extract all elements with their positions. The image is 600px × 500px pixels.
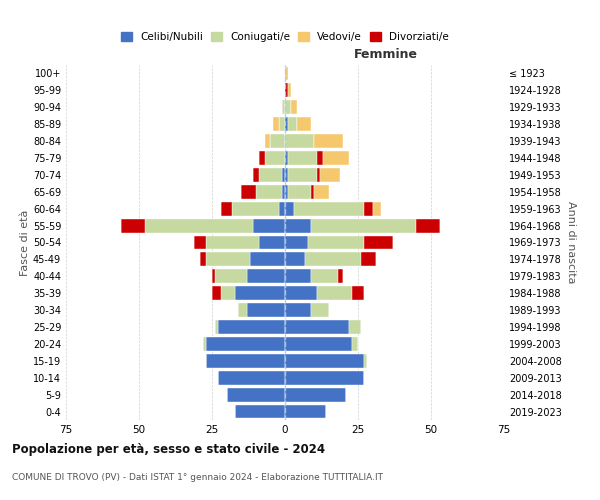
Bar: [265, 134, 271, 148]
Bar: [314, 185, 329, 198]
Bar: [285, 270, 311, 283]
Bar: [274, 117, 279, 131]
Bar: [294, 202, 364, 215]
Bar: [285, 371, 364, 384]
Bar: [320, 168, 340, 182]
Bar: [279, 117, 285, 131]
Bar: [200, 252, 206, 266]
Bar: [285, 151, 288, 165]
Bar: [259, 236, 285, 250]
Bar: [288, 84, 291, 98]
Y-axis label: Anni di nascita: Anni di nascita: [566, 201, 575, 284]
Bar: [221, 286, 235, 300]
Bar: [259, 151, 265, 165]
Bar: [285, 252, 305, 266]
Bar: [145, 218, 253, 232]
Bar: [352, 286, 364, 300]
Bar: [238, 303, 247, 317]
Bar: [364, 202, 373, 215]
Bar: [311, 185, 314, 198]
Bar: [285, 303, 311, 317]
Bar: [285, 218, 311, 232]
Bar: [218, 320, 285, 334]
Bar: [305, 252, 361, 266]
Bar: [291, 100, 296, 114]
Bar: [279, 202, 285, 215]
Bar: [282, 100, 285, 114]
Bar: [235, 404, 285, 418]
Bar: [416, 218, 440, 232]
Bar: [285, 134, 314, 148]
Text: Popolazione per età, sesso e stato civile - 2024: Popolazione per età, sesso e stato civil…: [12, 442, 325, 456]
Bar: [364, 236, 393, 250]
Bar: [288, 117, 296, 131]
Bar: [259, 168, 282, 182]
Bar: [215, 270, 247, 283]
Bar: [285, 320, 349, 334]
Bar: [206, 252, 250, 266]
Bar: [288, 185, 311, 198]
Bar: [352, 337, 358, 351]
Bar: [317, 286, 352, 300]
Bar: [349, 320, 361, 334]
Bar: [221, 202, 232, 215]
Bar: [203, 337, 206, 351]
Bar: [285, 337, 352, 351]
Bar: [285, 354, 364, 368]
Bar: [206, 236, 259, 250]
Bar: [317, 168, 320, 182]
Bar: [338, 270, 343, 283]
Bar: [285, 117, 288, 131]
Bar: [265, 151, 285, 165]
Bar: [121, 218, 145, 232]
Bar: [253, 168, 259, 182]
Bar: [227, 388, 285, 402]
Bar: [285, 388, 346, 402]
Bar: [206, 337, 285, 351]
Bar: [361, 252, 376, 266]
Bar: [323, 151, 349, 165]
Bar: [285, 404, 326, 418]
Bar: [247, 303, 285, 317]
Bar: [282, 168, 285, 182]
Bar: [311, 270, 338, 283]
Bar: [364, 354, 367, 368]
Bar: [288, 151, 317, 165]
Y-axis label: Fasce di età: Fasce di età: [20, 210, 30, 276]
Bar: [215, 320, 218, 334]
Bar: [282, 185, 285, 198]
Legend: Celibi/Nubili, Coniugati/e, Vedovi/e, Divorziati/e: Celibi/Nubili, Coniugati/e, Vedovi/e, Di…: [117, 28, 453, 46]
Bar: [206, 354, 285, 368]
Bar: [285, 84, 288, 98]
Bar: [212, 286, 221, 300]
Bar: [311, 218, 416, 232]
Bar: [271, 134, 285, 148]
Bar: [308, 236, 364, 250]
Bar: [247, 270, 285, 283]
Bar: [253, 218, 285, 232]
Bar: [285, 202, 294, 215]
Bar: [212, 270, 215, 283]
Bar: [314, 134, 343, 148]
Bar: [285, 100, 291, 114]
Bar: [241, 185, 256, 198]
Text: COMUNE DI TROVO (PV) - Dati ISTAT 1° gennaio 2024 - Elaborazione TUTTITALIA.IT: COMUNE DI TROVO (PV) - Dati ISTAT 1° gen…: [12, 472, 383, 482]
Text: Femmine: Femmine: [354, 48, 418, 62]
Bar: [317, 151, 323, 165]
Bar: [285, 286, 317, 300]
Bar: [285, 236, 308, 250]
Bar: [311, 303, 329, 317]
Bar: [288, 168, 317, 182]
Bar: [373, 202, 382, 215]
Bar: [235, 286, 285, 300]
Bar: [285, 168, 288, 182]
Bar: [285, 185, 288, 198]
Bar: [256, 185, 282, 198]
Bar: [232, 202, 279, 215]
Bar: [285, 66, 288, 80]
Bar: [296, 117, 311, 131]
Bar: [194, 236, 206, 250]
Bar: [250, 252, 285, 266]
Bar: [218, 371, 285, 384]
